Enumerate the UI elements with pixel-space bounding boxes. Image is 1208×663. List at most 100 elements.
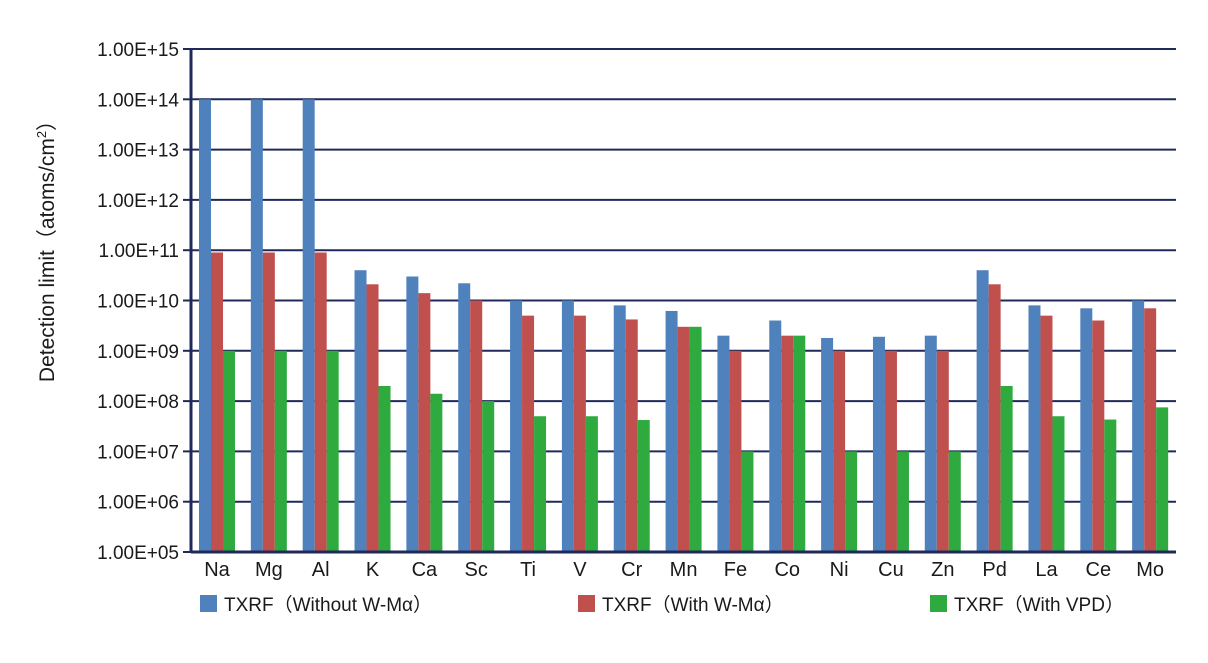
bar-cr-series-2: [625, 319, 638, 552]
bar-mo-series-3: [1156, 407, 1169, 552]
bar-zn-series-3: [948, 451, 961, 552]
bar-ni-series-2: [833, 350, 846, 552]
y-tick-label: 1.00E+15: [97, 40, 179, 61]
bar-mn-series-2: [677, 326, 690, 552]
bar-ca-series-1: [406, 276, 419, 552]
bar-v-series-2: [573, 315, 586, 552]
bar-fe-series-1: [717, 335, 730, 552]
bar-ca-series-3: [430, 393, 443, 552]
axes: [189, 49, 1176, 554]
x-category-labels: Na Mg Al K Ca Sc Ti V Cr Mn Fe Co Ni Cu Zn Pd La Ce Mo: [204, 559, 1164, 581]
category-label-v: V: [573, 559, 587, 581]
bar-ni-series-3: [845, 451, 858, 552]
category-label-sc: Sc: [465, 559, 488, 581]
legend-swatch-series-1: [200, 595, 217, 612]
category-label-na: Na: [204, 559, 230, 581]
y-tick-label: 1.00E+05: [97, 543, 179, 564]
y-axis-title-superscript: 2: [34, 131, 49, 138]
bar-ca-series-2: [418, 293, 431, 552]
y-axis-title-main: Detection limit（atoms/cm: [36, 138, 59, 382]
bar-la-series-2: [1040, 315, 1053, 552]
bar-ni-series-1: [821, 337, 834, 552]
bar-cu-series-1: [872, 336, 885, 552]
bars: [199, 99, 1169, 553]
category-label-k: K: [366, 559, 380, 581]
y-tick-label: 1.00E+11: [99, 241, 179, 262]
bar-v-series-1: [561, 300, 574, 552]
category-label-mn: Mn: [670, 559, 698, 581]
bar-mn-series-1: [665, 310, 678, 552]
y-tick-label: 1.00E+08: [97, 392, 179, 413]
bar-al-series-1: [302, 99, 315, 553]
y-tick-labels: 1.00E+05 1.00E+06 1.00E+07 1.00E+08 1.00E+09…: [97, 40, 179, 564]
category-label-ce: Ce: [1086, 559, 1112, 581]
category-label-cu: Cu: [878, 559, 904, 581]
bar-la-series-3: [1052, 416, 1065, 552]
bar-fe-series-2: [729, 350, 742, 552]
category-label-ni: Ni: [830, 559, 849, 581]
bar-co-series-3: [793, 335, 806, 552]
bar-la-series-1: [1028, 305, 1041, 552]
bar-sc-series-2: [470, 300, 483, 552]
bar-zn-series-1: [924, 335, 937, 552]
legend-label-series-3: TXRF（With VPD）: [954, 594, 1124, 616]
bar-ti-series-2: [522, 315, 535, 552]
bar-mo-series-2: [1144, 308, 1157, 552]
y-tick-label: 1.00E+06: [97, 493, 179, 514]
bar-co-series-2: [781, 335, 794, 552]
bar-cr-series-1: [613, 305, 626, 552]
bar-co-series-1: [769, 320, 782, 552]
bar-fe-series-3: [741, 451, 754, 552]
bar-k-series-1: [354, 270, 367, 552]
bar-mn-series-3: [689, 326, 702, 552]
category-label-co: Co: [774, 559, 800, 581]
category-label-zn: Zn: [931, 559, 954, 581]
bar-mg-series-1: [250, 99, 263, 553]
y-tick-label: 1.00E+13: [97, 141, 179, 162]
bar-ti-series-1: [510, 300, 523, 552]
bar-cu-series-2: [884, 350, 897, 552]
bar-pd-series-3: [1000, 385, 1013, 552]
bar-al-series-3: [326, 350, 339, 552]
bar-zn-series-2: [936, 350, 949, 552]
y-tick-label: 1.00E+07: [97, 442, 179, 463]
legend-label-series-2: TXRF（With W-Mα）: [602, 594, 784, 616]
legend-label-series-1: TXRF（Without W-Mα）: [224, 594, 432, 616]
category-label-mo: Mo: [1136, 559, 1164, 581]
bar-mg-series-2: [262, 252, 275, 553]
bar-k-series-2: [366, 284, 379, 552]
bar-v-series-3: [585, 416, 598, 552]
bar-na-series-2: [211, 252, 223, 553]
y-tick-label: 1.00E+12: [97, 191, 179, 212]
bar-ti-series-3: [534, 416, 547, 552]
bar-ce-series-2: [1092, 320, 1105, 552]
bar-cr-series-3: [637, 420, 650, 552]
bar-pd-series-1: [976, 270, 989, 552]
category-label-la: La: [1035, 559, 1058, 581]
bar-sc-series-3: [482, 401, 495, 552]
bar-ce-series-1: [1080, 308, 1093, 552]
legend-swatch-series-2: [578, 595, 595, 612]
category-label-al: Al: [312, 559, 330, 581]
category-label-cr: Cr: [621, 559, 642, 581]
category-label-ca: Ca: [412, 559, 438, 581]
category-label-fe: Fe: [724, 559, 747, 581]
bar-sc-series-1: [458, 283, 471, 552]
category-label-pd: Pd: [982, 559, 1006, 581]
bar-na-series-1: [199, 99, 211, 553]
legend-swatch-series-3: [930, 595, 947, 612]
y-tick-label: 1.00E+10: [97, 292, 179, 313]
bar-k-series-3: [378, 385, 391, 552]
bar-al-series-2: [314, 252, 327, 553]
bar-cu-series-3: [896, 451, 909, 552]
bar-mo-series-1: [1132, 300, 1145, 552]
category-label-mg: Mg: [255, 559, 283, 581]
legend: TXRF（Without W-Mα） TXRF（With W-Mα） TXRF（Wi…: [200, 594, 1124, 616]
y-tick-label: 1.00E+09: [97, 342, 179, 363]
bar-na-series-3: [223, 350, 235, 552]
y-axis-title: Detection limit（atoms/cm2）: [34, 110, 59, 382]
bar-pd-series-2: [988, 284, 1001, 552]
bar-ce-series-3: [1104, 419, 1117, 552]
